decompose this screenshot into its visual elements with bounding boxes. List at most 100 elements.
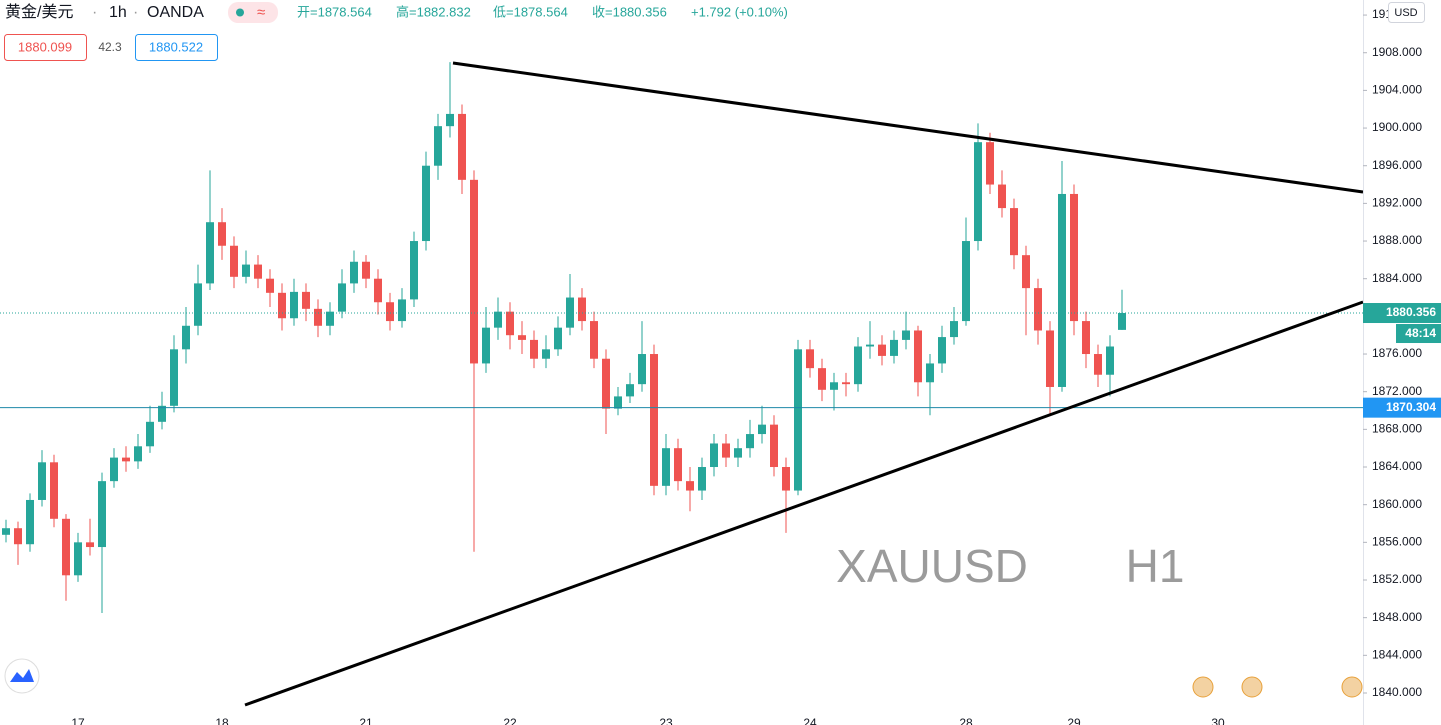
- y-tick-label: 1900.000: [1372, 120, 1422, 134]
- candle-body: [314, 308, 322, 326]
- source: OANDA: [147, 4, 204, 21]
- candle-body: [662, 448, 670, 486]
- candle-body: [98, 481, 106, 548]
- ohlc-high: 高=1882.832: [396, 4, 471, 19]
- candle-body: [854, 346, 862, 385]
- y-tick-label: 1868.000: [1372, 422, 1422, 436]
- candle-body: [518, 335, 526, 340]
- candle-body: [422, 165, 430, 242]
- candle-body: [1010, 208, 1018, 256]
- status-badge[interactable]: [228, 2, 278, 23]
- candle-body: [926, 363, 934, 383]
- candle-body: [1082, 321, 1090, 355]
- countdown-box: [1396, 324, 1441, 344]
- y-tick-label: 1884.000: [1372, 271, 1422, 285]
- candle-body: [326, 311, 334, 326]
- x-tick-label: 29: [1067, 716, 1081, 725]
- candle-body: [38, 462, 46, 500]
- candle-body: [938, 337, 946, 364]
- candle-body: [890, 339, 898, 356]
- event-icon[interactable]: [1241, 676, 1263, 698]
- sell-box[interactable]: [4, 34, 87, 61]
- candle-body: [734, 448, 742, 458]
- candle-body: [974, 142, 982, 242]
- currency: USD: [1394, 7, 1417, 19]
- x-tick-label: 21: [359, 716, 373, 725]
- candle-body: [686, 481, 694, 491]
- candle-body: [410, 241, 418, 300]
- candle-body: [14, 528, 22, 545]
- candle-body: [2, 528, 10, 535]
- buy-box[interactable]: [135, 34, 218, 61]
- ask-price: 1880.522: [149, 39, 203, 54]
- candle-body: [842, 382, 850, 385]
- candle-body: [1106, 346, 1114, 375]
- candle-body: [998, 184, 1006, 209]
- y-tick-label: 1908.000: [1372, 45, 1422, 59]
- candle-body: [1070, 193, 1078, 322]
- candle-body: [134, 446, 142, 462]
- candle-body: [818, 368, 826, 390]
- y-tick-label: 1844.000: [1372, 647, 1422, 661]
- y-tick-label: 1840.000: [1372, 685, 1422, 699]
- candle-body: [494, 311, 502, 328]
- x-tick-label: 30: [1211, 716, 1225, 725]
- trend-line: [244, 300, 1364, 707]
- candle-body: [626, 384, 634, 397]
- candle-body: [866, 344, 874, 347]
- price-axis: [1363, 0, 1441, 725]
- ohlc-open: 开=1878.564: [297, 4, 372, 19]
- separator: ·: [92, 4, 97, 21]
- candle-body: [950, 321, 958, 338]
- candle-body: [482, 327, 490, 364]
- candle-body: [434, 126, 442, 166]
- candle-body: [338, 283, 346, 312]
- candle-body: [746, 434, 754, 449]
- candle-body: [86, 542, 94, 548]
- y-tick-label: 1904.000: [1372, 83, 1422, 97]
- y-tick-label: 1856.000: [1372, 535, 1422, 549]
- candle-body: [590, 321, 598, 359]
- candle-body: [350, 261, 358, 284]
- candle-body: [470, 179, 478, 364]
- candle-body: [902, 330, 910, 340]
- candle-body: [302, 291, 310, 309]
- candle-body: [74, 542, 82, 576]
- event-icon[interactable]: [1341, 676, 1363, 698]
- x-tick-label: 18: [215, 716, 229, 725]
- candle-body: [1118, 313, 1126, 330]
- candle-body: [1094, 354, 1102, 375]
- candle-body: [146, 421, 154, 447]
- candle-body: [914, 330, 922, 383]
- candle-body: [50, 462, 58, 519]
- status-dot: [236, 8, 244, 17]
- candle-body: [170, 349, 178, 406]
- candle-body: [1034, 288, 1042, 331]
- logo-icon: [10, 669, 34, 682]
- event-icon[interactable]: [1192, 676, 1214, 698]
- candle-body: [578, 297, 586, 322]
- ohlc-close: 收=1880.356: [592, 4, 667, 19]
- x-tick-label: 23: [659, 716, 673, 725]
- countdown-label: 48:14: [1405, 326, 1436, 340]
- separator: ·: [133, 4, 138, 21]
- x-tick-label: 24: [803, 716, 817, 725]
- currency-box: [1388, 2, 1425, 23]
- x-tick-label: 17: [71, 716, 85, 725]
- hline-label: 1870.304: [1386, 400, 1436, 414]
- ohlc-low: 低=1878.564: [493, 4, 568, 19]
- candle-body: [110, 457, 118, 482]
- bid-price: 1880.099: [18, 39, 72, 54]
- candle-body: [242, 264, 250, 277]
- status-icon: ≈: [257, 4, 265, 21]
- interval: 1h: [109, 4, 127, 21]
- candle-body: [878, 344, 886, 356]
- candle-body: [806, 349, 814, 369]
- candle-body: [218, 222, 226, 246]
- candle-body: [386, 302, 394, 322]
- y-tick-label: 1860.000: [1372, 497, 1422, 511]
- logo[interactable]: [4, 658, 40, 694]
- candle-body: [1022, 255, 1030, 289]
- candle-body: [614, 396, 622, 409]
